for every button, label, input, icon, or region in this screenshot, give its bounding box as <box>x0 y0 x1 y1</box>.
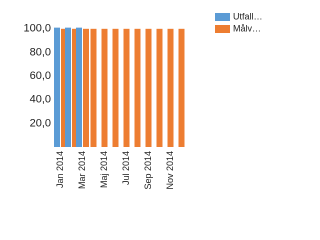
bar <box>167 28 174 147</box>
bar <box>123 28 130 147</box>
bar <box>145 28 152 147</box>
y-tick-label: 20,0 <box>30 117 51 129</box>
bar <box>178 28 185 147</box>
y-tick-label: 40,0 <box>30 94 51 106</box>
bar <box>54 27 60 147</box>
bar <box>61 28 67 147</box>
x-tick-label: Mar 2014 <box>77 151 87 189</box>
chart: 20,0 40,0 60,0 80,0 100,0 Jan 2014 Mar 2014 Maj… <box>23 11 263 190</box>
bar <box>134 28 141 147</box>
bar <box>83 28 89 147</box>
y-tick-label: 100,0 <box>23 23 51 35</box>
x-tick-label: Jul 2014 <box>121 151 131 185</box>
y-tick-label: 60,0 <box>30 70 51 82</box>
x-tick-label: Sep 2014 <box>143 151 153 190</box>
bar <box>90 28 97 147</box>
legend-label: Målv… <box>233 23 261 33</box>
bar <box>76 27 82 147</box>
x-tick-label: Maj 2014 <box>99 151 109 188</box>
x-tick-label: Jan 2014 <box>55 151 65 188</box>
bar <box>65 27 71 147</box>
legend-swatch <box>215 13 230 21</box>
x-tick-label: Nov 2014 <box>165 151 175 190</box>
legend-swatch <box>215 25 230 33</box>
y-tick-label: 80,0 <box>30 46 51 58</box>
bar <box>112 28 119 147</box>
bar <box>72 28 78 147</box>
legend-label: Utfall… <box>233 11 263 21</box>
bar <box>156 28 163 147</box>
bar <box>101 28 108 147</box>
